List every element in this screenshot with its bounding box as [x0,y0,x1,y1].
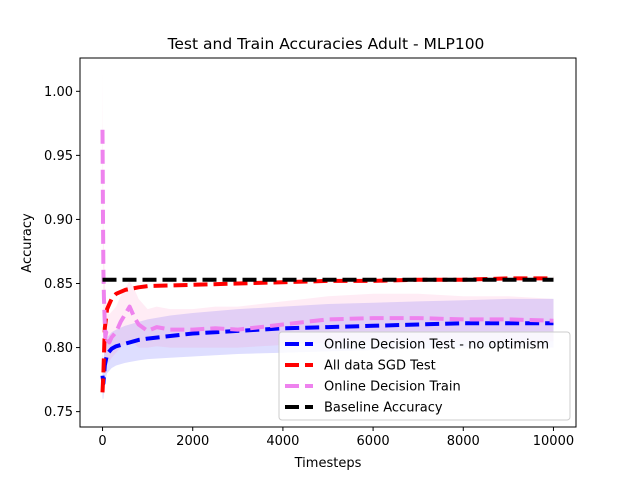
series-line-0 [100,321,554,386]
legend-label-1: All data SGD Test [324,359,436,374]
y-tick-label: 0.90 [44,213,73,228]
plot-frame [79,57,577,428]
chart-title: Test and Train Accuracies Adult - MLP100 [167,35,485,53]
x-tick-label: 6000 [357,434,390,449]
x-tick-label: 10000 [533,434,574,449]
x-tick-label: 2000 [176,434,209,449]
x-axis-label: Timesteps [294,456,362,471]
y-axis-label: Accuracy [20,213,35,273]
y-tick-label: 1.00 [44,85,73,100]
legend-label-0: Online Decision Test - no optimism [324,338,549,353]
legend-label-3: Baseline Accuracy [324,401,443,416]
y-tick-label: 0.95 [44,149,73,164]
legend-label-2: Online Decision Train [324,380,461,395]
y-axis: 0.75 0.80 0.85 0.90 0.95 1.00 [44,85,80,420]
y-tick-label: 0.75 [44,405,73,420]
series-lines [100,129,554,393]
x-axis: 0 2000 4000 6000 8000 10000 [98,427,574,449]
x-tick-label: 8000 [447,434,480,449]
x-tick-label: 0 [98,434,106,449]
series-line-1 [100,276,554,393]
y-tick-label: 0.85 [44,277,73,292]
legend: Online Decision Test - no optimism All da… [278,331,571,421]
y-tick-label: 0.80 [44,341,73,356]
x-tick-label: 4000 [266,434,299,449]
series-line-2 [100,129,554,345]
legend-box [278,331,571,421]
